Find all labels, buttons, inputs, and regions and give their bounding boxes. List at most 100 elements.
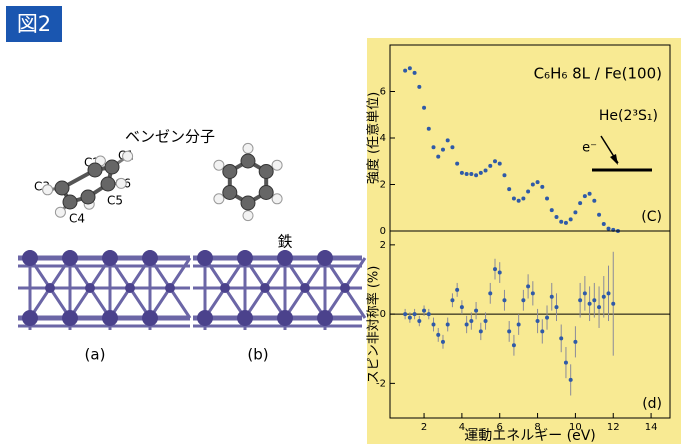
data-point [465, 172, 469, 176]
data-point [479, 171, 483, 175]
y-axis-label: 強度 (任意単位) [366, 92, 382, 184]
data-point [545, 316, 549, 320]
data-point [502, 173, 506, 177]
data-point [573, 340, 577, 344]
chart-background [367, 38, 681, 444]
data-point [441, 148, 445, 152]
y-axis-label: スピン非対称率 (%) [366, 266, 382, 384]
lattice-bond [345, 258, 365, 288]
data-point [588, 192, 592, 196]
y-tick-label: 2 [380, 240, 386, 251]
data-point [436, 155, 440, 159]
data-point [531, 291, 535, 295]
iron-atom [300, 283, 310, 293]
carbon-atom [101, 177, 115, 191]
lattice-bond [170, 258, 190, 288]
data-point [474, 173, 478, 177]
iron-atom [197, 310, 213, 326]
data-point [573, 210, 577, 214]
data-point [611, 302, 615, 306]
data-point [564, 361, 568, 365]
data-point [450, 145, 454, 149]
data-point [592, 298, 596, 302]
data-point [488, 291, 492, 295]
carbon-atom [241, 154, 255, 168]
data-point [517, 199, 521, 203]
iron-atom [317, 310, 333, 326]
data-point [597, 305, 601, 309]
panel-label: (b) [247, 346, 268, 364]
iron-atom [62, 250, 78, 266]
carbon-atom [55, 181, 69, 195]
iron-atom [340, 283, 350, 293]
data-point [422, 309, 426, 313]
data-point [536, 319, 540, 323]
data-point [488, 164, 492, 168]
figure-label: 図2 [17, 12, 51, 36]
data-point [517, 323, 521, 327]
data-point [469, 319, 473, 323]
atom-label: C5 [107, 194, 123, 208]
data-point [536, 180, 540, 184]
diagram-art [18, 143, 365, 330]
data-point [512, 196, 516, 200]
iron-atom [220, 283, 230, 293]
data-point [588, 302, 592, 306]
substrate-label: 鉄 [277, 233, 292, 251]
iron-atom [85, 283, 95, 293]
chart-title: C₆H₆ 8L / Fe(100) [534, 65, 662, 83]
y-tick-label: 0 [380, 226, 386, 237]
data-point [578, 201, 582, 205]
carbon-atom [223, 186, 237, 200]
iron-atom [62, 310, 78, 326]
data-point [550, 208, 554, 212]
data-point [436, 333, 440, 337]
data-point [554, 305, 558, 309]
hydrogen-atom [43, 185, 53, 195]
iron-atom [317, 250, 333, 266]
data-point [455, 288, 459, 292]
data-point [526, 284, 530, 288]
data-point [460, 171, 464, 175]
data-point [569, 217, 573, 221]
figure: 図2 ベンゼン分子 C1 C2 C3 C4 C5 C6 鉄 (a) (b) 02… [0, 0, 681, 444]
data-point [493, 267, 497, 271]
data-point [446, 138, 450, 142]
panel-label: (d) [642, 396, 662, 412]
panel-label: (a) [85, 346, 106, 364]
data-point [531, 183, 535, 187]
hydrogen-atom [272, 194, 282, 204]
x-axis-label: 運動エネルギー (eV) [464, 428, 596, 444]
annotation: He(2³S₁) [599, 108, 658, 124]
data-point [607, 227, 611, 231]
data-point [526, 189, 530, 193]
data-point [550, 295, 554, 299]
data-point [479, 329, 483, 333]
carbon-atom [259, 165, 273, 179]
data-point [521, 298, 525, 302]
data-point [507, 329, 511, 333]
hydrogen-atom [272, 160, 282, 170]
x-tick-label: 14 [645, 422, 658, 433]
carbon-atom [105, 160, 119, 174]
hydrogen-atom [116, 178, 126, 188]
lattice-bond [170, 288, 190, 318]
electron-label: e⁻ [582, 141, 597, 156]
data-point [540, 185, 544, 189]
carbon-atom [81, 190, 95, 204]
data-point [427, 312, 431, 316]
data-point [559, 220, 563, 224]
iron-atom [165, 283, 175, 293]
data-point [507, 187, 511, 191]
data-point [545, 196, 549, 200]
x-tick-label: 2 [421, 422, 427, 433]
data-point [417, 85, 421, 89]
carbon-atom [241, 196, 255, 210]
data-point [498, 271, 502, 275]
data-point [583, 194, 587, 198]
data-point [554, 215, 558, 219]
data-point [446, 323, 450, 327]
iron-atom [260, 283, 270, 293]
data-point [583, 291, 587, 295]
data-point [417, 319, 421, 323]
